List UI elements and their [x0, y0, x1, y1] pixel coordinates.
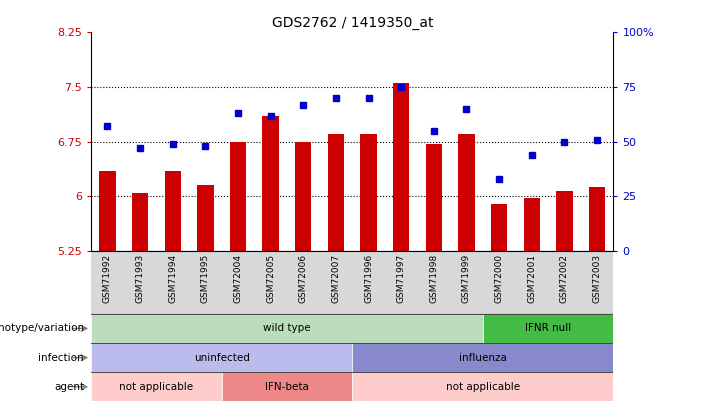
Text: GSM72001: GSM72001 [527, 254, 536, 303]
Text: GSM72007: GSM72007 [332, 254, 341, 303]
Bar [360, 134, 376, 251]
Bar [353, 343, 613, 372]
Bar [483, 314, 613, 343]
Text: GSM72003: GSM72003 [592, 254, 601, 303]
Text: GSM72000: GSM72000 [495, 254, 503, 303]
Bar [393, 83, 409, 251]
Bar [491, 204, 508, 251]
Text: infection: infection [39, 353, 84, 362]
Bar [524, 198, 540, 251]
Bar [100, 171, 116, 251]
Text: genotype/variation: genotype/variation [0, 324, 84, 333]
Text: GSM71998: GSM71998 [429, 254, 438, 303]
Text: uninfected: uninfected [193, 353, 250, 362]
Text: wild type: wild type [263, 324, 311, 333]
Bar [91, 372, 222, 401]
Text: GSM71992: GSM71992 [103, 254, 112, 303]
Bar [197, 185, 214, 251]
Text: influenza: influenza [459, 353, 507, 362]
Text: GSM71993: GSM71993 [135, 254, 144, 303]
Text: not applicable: not applicable [446, 382, 520, 392]
Text: not applicable: not applicable [119, 382, 193, 392]
Bar [91, 343, 353, 372]
Bar [230, 142, 246, 251]
Bar [262, 116, 279, 251]
Bar [222, 372, 353, 401]
Text: GSM71999: GSM71999 [462, 254, 471, 303]
Text: GSM72004: GSM72004 [233, 254, 243, 303]
Bar [458, 134, 475, 251]
Text: agent: agent [54, 382, 84, 392]
Text: GSM72005: GSM72005 [266, 254, 275, 303]
Text: GSM71994: GSM71994 [168, 254, 177, 303]
Text: GSM71995: GSM71995 [201, 254, 210, 303]
Bar [426, 144, 442, 251]
Bar [589, 187, 605, 251]
Text: GSM72002: GSM72002 [560, 254, 569, 303]
Text: IFNR null: IFNR null [525, 324, 571, 333]
Bar [328, 134, 344, 251]
Bar [91, 314, 483, 343]
Text: IFN-beta: IFN-beta [265, 382, 309, 392]
Bar [353, 372, 613, 401]
Bar [557, 191, 573, 251]
Text: GSM71997: GSM71997 [397, 254, 406, 303]
Title: GDS2762 / 1419350_at: GDS2762 / 1419350_at [271, 16, 433, 30]
Text: GSM72006: GSM72006 [299, 254, 308, 303]
Bar [132, 193, 148, 251]
Text: GSM71996: GSM71996 [364, 254, 373, 303]
Bar [295, 142, 311, 251]
Bar [165, 171, 181, 251]
